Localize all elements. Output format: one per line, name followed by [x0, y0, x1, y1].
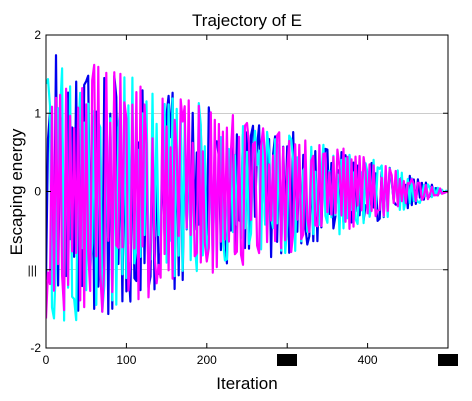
redaction-mark-x300 [277, 354, 297, 366]
x-tick-label-1: 100 [116, 353, 136, 367]
redaction-mark-y-neg1: ||| [28, 263, 37, 277]
x-axis-label: Iteration [216, 374, 277, 393]
series-group [46, 54, 448, 322]
y-tick-label-0: 2 [34, 28, 41, 42]
x-tick-label-4: 400 [358, 353, 378, 367]
chart-title: Trajectory of E [192, 11, 302, 30]
y-axis-label: Escaping energy [7, 128, 26, 255]
y-axis: 2 1 0 -2 [30, 28, 448, 355]
y-tick-label-1: 1 [34, 106, 41, 120]
y-tick-label-2: 0 [34, 185, 41, 199]
series-line-2 [46, 63, 448, 319]
x-tick-label-2: 200 [197, 353, 217, 367]
x-axis: 0 100 200 400 [43, 35, 449, 367]
y-tick-label-4: -2 [30, 341, 41, 355]
redaction-mark-x500 [438, 354, 458, 366]
x-tick-label-0: 0 [43, 353, 50, 367]
